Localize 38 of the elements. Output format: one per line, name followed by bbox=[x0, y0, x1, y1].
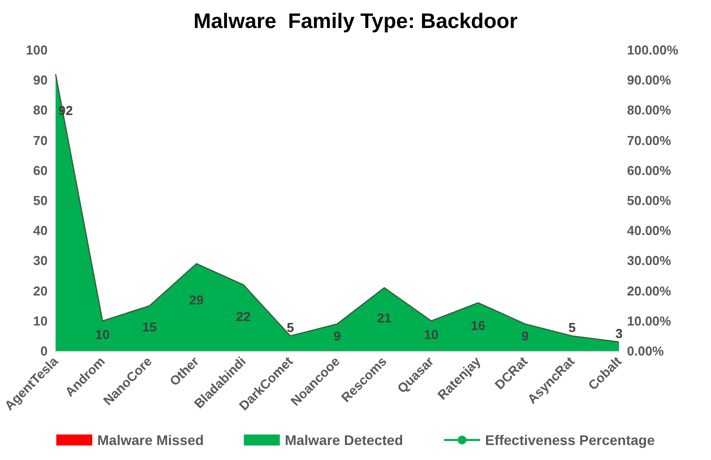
y2-tick-label: 0.00% bbox=[627, 344, 664, 358]
y-tick-label: 30 bbox=[33, 253, 48, 268]
data-label: 5 bbox=[568, 320, 576, 335]
data-label: 9 bbox=[334, 328, 341, 344]
y-tick-label: 70 bbox=[33, 132, 48, 148]
data-label: 10 bbox=[95, 326, 110, 342]
data-label: 29 bbox=[189, 292, 204, 308]
data-label: 16 bbox=[470, 318, 486, 333]
y-tick-label: 60 bbox=[33, 162, 48, 178]
y-tick-label: 90 bbox=[33, 72, 48, 88]
y-tick-label: 80 bbox=[33, 102, 48, 118]
y-tick-label: 50 bbox=[33, 193, 48, 208]
y-tick-label: 10 bbox=[33, 313, 48, 328]
data-label: 10 bbox=[424, 326, 438, 342]
legend-label: Malware Missed bbox=[97, 432, 204, 448]
y2-tick-label: 30.00% bbox=[627, 253, 672, 268]
y2-tick-label: 100.00% bbox=[627, 42, 679, 58]
y2-tick-label: 20.00% bbox=[627, 283, 672, 298]
data-label: 9 bbox=[521, 328, 529, 344]
data-label: 3 bbox=[615, 326, 623, 341]
y2-tick-label: 70.00% bbox=[627, 132, 672, 148]
y2-tick-label: 40.00% bbox=[627, 223, 672, 238]
data-label: 21 bbox=[377, 310, 392, 326]
y-tick-label: 40 bbox=[33, 223, 48, 238]
data-label: 22 bbox=[236, 308, 251, 324]
data-label: 5 bbox=[286, 320, 294, 335]
y2-tick-label: 10.00% bbox=[627, 313, 672, 328]
y2-tick-label: 60.00% bbox=[627, 162, 672, 178]
y-tick-label: 0 bbox=[40, 344, 48, 358]
legend-label: Effectiveness Percentage bbox=[485, 432, 655, 448]
legend-label: Malware Detected bbox=[284, 432, 404, 448]
data-label: 15 bbox=[142, 319, 157, 334]
y2-tick-label: 50.00% bbox=[627, 193, 672, 208]
y2-tick-label: 80.00% bbox=[627, 102, 672, 118]
y2-tick-label: 90.00% bbox=[627, 72, 672, 88]
y-tick-label: 100 bbox=[26, 42, 48, 58]
y-tick-label: 20 bbox=[33, 283, 48, 298]
chart-title: Malware Family Type: Backdoor bbox=[193, 10, 518, 33]
